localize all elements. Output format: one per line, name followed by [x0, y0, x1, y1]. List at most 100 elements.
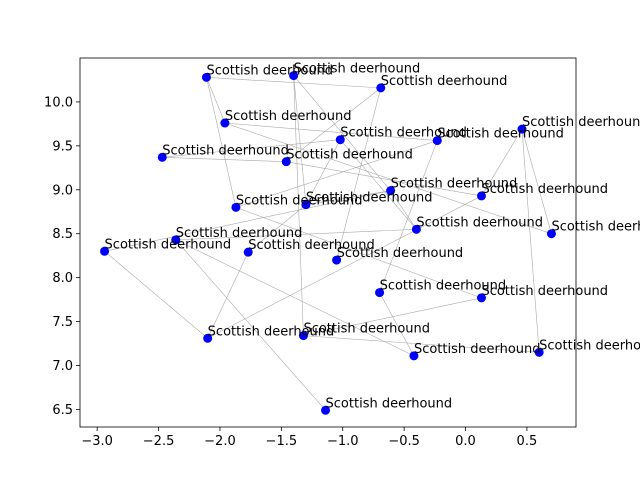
point-label: Scottish deerhound: [481, 182, 608, 197]
edge-line: [379, 292, 415, 356]
edge-line: [340, 139, 417, 230]
data-point: [517, 124, 527, 134]
data-point: [301, 200, 311, 210]
edge-line: [305, 190, 391, 206]
edge-line: [175, 229, 417, 241]
point-label: Scottish deerhound: [326, 396, 453, 411]
point-label: Scottish deerhound: [414, 342, 541, 357]
data-point: [298, 331, 308, 341]
data-point: [243, 247, 253, 257]
edge-line: [162, 156, 287, 162]
data-point: [171, 235, 181, 245]
data-point: [375, 288, 385, 298]
point-label: Scottish deerhound: [105, 237, 232, 252]
point-label: Scottish deerhound: [206, 63, 333, 78]
y-tick-label: 7.5: [52, 315, 73, 330]
x-tick-label: −3.0: [81, 434, 113, 449]
edge-line: [162, 139, 341, 158]
edge-line: [336, 87, 382, 261]
x-tick-label: 0.0: [455, 434, 476, 449]
edge-line: [104, 190, 391, 252]
point-label: Scottish deerhound: [481, 284, 608, 299]
x-tick-label: 0.5: [517, 434, 538, 449]
edge-line: [305, 139, 341, 205]
y-tick-label: 7.0: [52, 359, 73, 374]
data-point: [546, 229, 556, 239]
point-label: Scottish deerhound: [337, 246, 464, 261]
edge-line: [521, 129, 540, 353]
edge-line: [521, 129, 552, 234]
point-label: Scottish deerhound: [539, 338, 640, 353]
point-label: Scottish deerhound: [176, 226, 303, 241]
edge-line: [206, 77, 226, 124]
point-label: Scottish deerhound: [225, 109, 352, 124]
y-tick-label: 10.0: [44, 95, 73, 110]
point-label: Scottish deerhound: [416, 215, 543, 230]
point-label: Scottish deerhound: [522, 115, 640, 130]
plot-frame: [79, 57, 577, 428]
data-point: [409, 351, 419, 361]
x-tick-label: −2.5: [143, 434, 175, 449]
data-point: [476, 191, 486, 201]
edge-line: [207, 252, 249, 339]
point-label: Scottish deerhound: [306, 191, 433, 206]
edges-layer: [104, 75, 552, 411]
y-tick-label: 9.0: [52, 183, 73, 198]
point-label: Scottish deerhound: [294, 62, 421, 77]
point-label: Scottish deerhound: [303, 322, 430, 337]
y-tick-label: 8.5: [52, 227, 73, 242]
edge-line: [207, 195, 482, 339]
data-point: [231, 202, 241, 212]
x-tick-label: −2.0: [204, 434, 236, 449]
point-label: Scottish deerhound: [208, 324, 335, 339]
x-tick-label: −1.5: [266, 434, 298, 449]
data-point: [411, 224, 421, 234]
edge-line: [293, 75, 304, 336]
edge-line: [303, 335, 540, 353]
point-label: Scottish deerhound: [437, 127, 564, 142]
edge-line: [248, 204, 307, 253]
data-point: [289, 71, 299, 81]
data-point: [321, 405, 331, 415]
edge-line: [224, 122, 438, 141]
edge-line: [206, 77, 237, 208]
x-tick-label: −1.0: [327, 434, 359, 449]
y-tick-label: 6.5: [52, 403, 73, 418]
edge-line: [235, 207, 482, 299]
x-tick-label: −0.5: [388, 434, 420, 449]
edge-line: [224, 122, 552, 234]
data-point: [100, 246, 110, 256]
data-point: [534, 347, 544, 357]
edge-line: [303, 297, 482, 336]
y-tick-label: 8.0: [52, 271, 73, 286]
point-label: Scottish deerhound: [381, 74, 508, 89]
data-point: [281, 157, 291, 167]
y-tick-label: 9.5: [52, 139, 73, 154]
point-label: Scottish deerhound: [391, 177, 518, 192]
point-label: Scottish deerhound: [380, 279, 507, 294]
point-label: Scottish deerhound: [551, 220, 640, 235]
point-label: Scottish deerhound: [162, 143, 289, 158]
edge-line: [390, 190, 417, 230]
edge-line: [481, 129, 523, 197]
data-point: [335, 135, 345, 145]
points-layer: [100, 71, 556, 415]
x-axis: −3.0 −2.5 −2.0 −1.5 −1.0 −0.5 0.0 0.5: [81, 427, 537, 449]
point-label: Scottish deerhound: [340, 126, 467, 141]
data-point: [201, 72, 211, 82]
data-point: [386, 186, 396, 196]
point-label: Scottish deerhound: [236, 193, 363, 208]
edge-line: [293, 75, 307, 205]
data-point: [476, 293, 486, 303]
data-point: [432, 136, 442, 146]
data-point: [203, 333, 213, 343]
edge-line: [293, 75, 391, 191]
data-point: [220, 118, 230, 128]
edge-line: [235, 140, 438, 208]
edge-line: [104, 251, 208, 339]
point-label: Scottish deerhound: [286, 148, 413, 163]
